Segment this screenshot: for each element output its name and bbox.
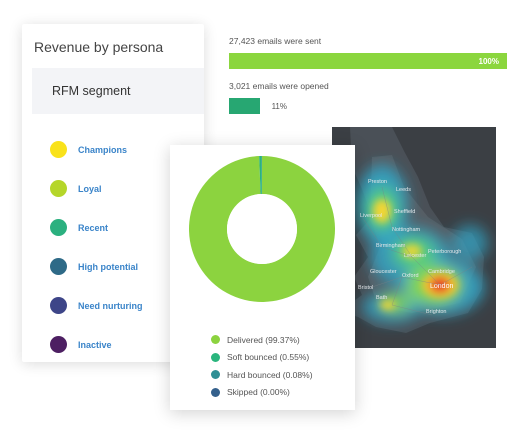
place-label: Gloucester [370,269,397,275]
emails-sent-bar-fill [229,53,507,69]
emails-opened-bar-fill [229,98,260,114]
heatmap-card: Leeds Preston Sheffield Liverpool Nottin… [332,127,496,348]
legend-dot-icon [211,352,220,362]
place-label: Leeds [396,187,411,193]
segment-dot-icon [50,297,67,314]
legend-item-skipped[interactable]: Skipped (0.00%) [211,384,313,402]
legend-dot-icon [211,370,220,380]
place-label: Liverpool [360,213,382,219]
emails-sent-percent: 100% [478,57,499,66]
place-label: Brighton [426,309,447,315]
place-labels: Leeds Preston Sheffield Liverpool Nottin… [358,179,461,315]
segment-label[interactable]: Inactive [78,339,112,350]
segment-list: Champions Loyal Recent High potential Ne… [50,130,143,364]
segment-dot-icon [50,180,67,197]
donut-slice-delivered[interactable] [189,156,335,302]
emails-sent-label: 27,423 emails were sent [229,36,322,46]
delivery-donut-chart [189,156,335,302]
place-label: Nottingham [392,227,421,233]
heat-hotspots [373,199,458,310]
segment-dot-icon [50,336,67,353]
delivery-donut-card: Delivered (99.37%) Soft bounced (0.55%) … [170,145,355,410]
segment-item-champions[interactable]: Champions [50,130,143,169]
segment-label[interactable]: Champions [78,144,128,155]
legend-label: Hard bounced (0.08%) [227,369,313,380]
place-label: Peterborough [428,249,461,255]
legend-label: Delivered (99.37%) [227,334,300,345]
segment-dot-icon [50,219,67,236]
legend-item-delivered[interactable]: Delivered (99.37%) [211,331,313,349]
uk-heatmap: Leeds Preston Sheffield Liverpool Nottin… [340,127,488,333]
place-label: Bristol [358,285,373,291]
segment-label[interactable]: Need nurturing [78,300,143,311]
segment-label[interactable]: Recent [78,222,109,233]
legend-dot-icon [211,387,220,397]
place-label: Leicester [404,253,426,259]
place-label: Birmingham [376,243,406,249]
emails-sent-bar: 100% [229,53,507,69]
segment-label[interactable]: High potential [78,261,138,272]
emails-opened-bar [229,98,507,114]
legend-label: Soft bounced (0.55%) [227,352,310,363]
segment-item-inactive[interactable]: Inactive [50,325,143,364]
segment-item-recent[interactable]: Recent [50,208,143,247]
legend-item-soft-bounced[interactable]: Soft bounced (0.55%) [211,349,313,367]
emails-opened-percent: 11% [271,102,287,111]
place-label: Preston [368,179,387,185]
legend-dot-icon [211,335,220,345]
segment-item-loyal[interactable]: Loyal [50,169,143,208]
place-label: Cambridge [428,269,455,275]
legend-item-hard-bounced[interactable]: Hard bounced (0.08%) [211,366,313,384]
persona-card-title: Revenue by persona [34,39,164,55]
segment-dot-icon [50,258,67,275]
segment-item-high-potential[interactable]: High potential [50,247,143,286]
rfm-segment-header: RFM segment [32,68,204,114]
segment-dot-icon [50,141,67,158]
donut-slice-soft-bounced[interactable] [259,156,262,195]
place-label: Bath [376,295,387,301]
donut-hole [227,194,297,264]
legend-label: Skipped (0.00%) [227,387,290,398]
segment-label[interactable]: Loyal [78,183,102,194]
road-lines [361,186,473,316]
place-label: Oxford [402,273,419,279]
segment-item-need-nurturing[interactable]: Need nurturing [50,286,143,325]
place-label: Sheffield [394,209,415,215]
donut-legend: Delivered (99.37%) Soft bounced (0.55%) … [211,331,313,401]
place-label-london: London [430,283,453,290]
emails-opened-label: 3,021 emails were opened [229,81,329,91]
